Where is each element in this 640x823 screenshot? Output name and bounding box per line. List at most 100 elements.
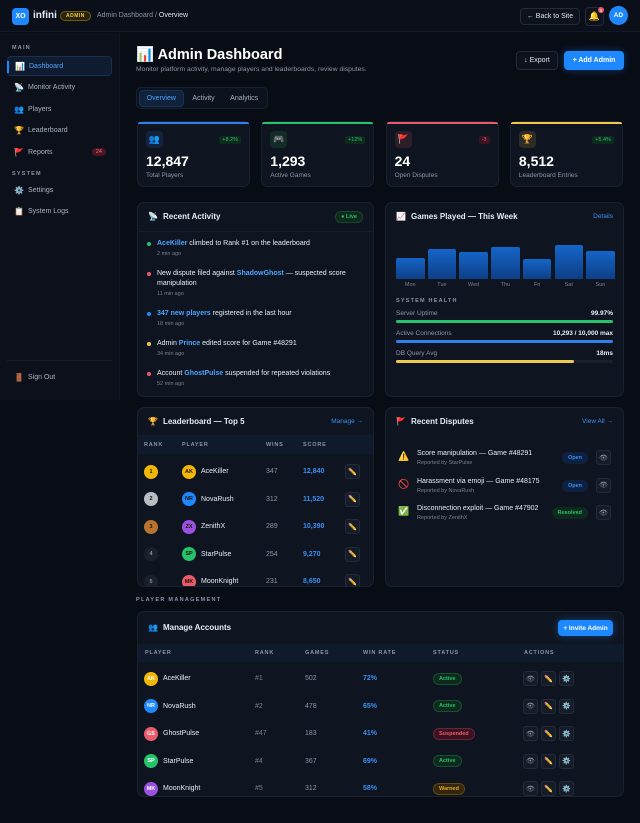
dispute-item[interactable]: ✅ Disconnection exploit — Game #47902 Re…	[386, 503, 623, 525]
settings-button[interactable]: ⚙️	[559, 781, 574, 796]
col-wins: WINS	[266, 441, 284, 448]
bar-sun[interactable]	[586, 250, 615, 279]
table-row[interactable]: SP StarPulse #4 367 69% Active 👁 ✏️ ⚙️	[138, 748, 623, 775]
avatar: AK	[182, 464, 196, 479]
edit-button[interactable]: ✏️	[541, 781, 556, 796]
eye-icon: 👁	[526, 675, 535, 683]
breadcrumb-dashboard[interactable]: Admin Dashboard	[97, 12, 154, 19]
edit-button[interactable]: ✏️	[345, 464, 360, 479]
notifications-button[interactable]: 🔔 5	[585, 7, 604, 26]
status-dot	[147, 242, 151, 246]
back-to-site-button[interactable]: ← Back to Site	[520, 8, 580, 25]
sidebar-item-monitor-activity[interactable]: 📡 Monitor Activity	[7, 78, 112, 98]
score: 8,650	[303, 578, 321, 585]
edit-button[interactable]: ✏️	[541, 698, 556, 714]
sidebar-item-leaderboard[interactable]: 🏆 Leaderboard	[7, 121, 112, 141]
table-row[interactable]: 3 ZX ZenithX 289 10,390 ✏️	[138, 513, 373, 540]
stat-accent-bar	[138, 122, 249, 124]
settings-button[interactable]: ⚙️	[559, 753, 574, 769]
activity-text: AceKiller climbed to Rank #1 on the lead…	[157, 240, 310, 247]
activity-time: 11 min ago	[157, 291, 184, 297]
activity-link[interactable]: AceKiller	[157, 240, 188, 247]
view-button[interactable]: 👁	[523, 753, 538, 769]
view-button[interactable]: 👁	[523, 698, 538, 714]
score: 9,270	[303, 550, 321, 558]
sidebar-item-reports[interactable]: 🚩 Reports 24	[7, 142, 112, 162]
pencil-icon: ✏️	[348, 523, 357, 531]
view-button[interactable]: 👁	[523, 726, 538, 741]
table-row[interactable]: 4 SP StarPulse 254 9,270 ✏️	[138, 541, 373, 568]
table-row[interactable]: NR NovaRush #2 478 65% Active 👁 ✏️ ⚙️	[138, 693, 623, 720]
invite-admin-button[interactable]: + Invite Admin	[558, 620, 613, 636]
bar-tue[interactable]	[427, 249, 457, 279]
edit-button[interactable]: ✏️	[541, 671, 556, 686]
flag-icon: 🚩	[396, 417, 406, 426]
view-button[interactable]: 👁	[596, 450, 611, 465]
dispute-item[interactable]: 🚫 Harassment via emoji — Game #48175 Rep…	[386, 476, 623, 498]
add-admin-button[interactable]: + Add Admin	[564, 51, 624, 70]
table-row[interactable]: 5 MK MoonKnight 231 8,650 ✏️	[138, 568, 373, 586]
details-link[interactable]: Details	[593, 213, 613, 220]
tab-analytics[interactable]: Analytics	[230, 94, 259, 102]
player-name: StarPulse	[201, 550, 232, 558]
stat-icon: 🎮	[270, 131, 288, 148]
activity-link[interactable]: Prince	[178, 340, 201, 347]
view-button[interactable]: 👁	[596, 505, 611, 520]
settings-button[interactable]: ⚙️	[559, 726, 574, 741]
player-name: MoonKnight	[163, 785, 201, 792]
recent-activity-panel: 📡 Recent Activity ● Live AceKiller climbe…	[137, 202, 374, 397]
edit-button[interactable]: ✏️	[541, 726, 556, 741]
bar-fri[interactable]	[522, 259, 552, 279]
score: 11,520	[303, 495, 325, 503]
tab-activity[interactable]: Activity	[192, 94, 215, 102]
bar-wed[interactable]	[459, 252, 488, 279]
satellite-icon: 📡	[148, 212, 158, 221]
games: 312	[305, 785, 317, 792]
view-all-link[interactable]: View All →	[582, 418, 613, 425]
table-row[interactable]: 2 NR NovaRush 312 11,520 ✏️	[138, 486, 373, 513]
reports-count-badge: 24	[91, 148, 106, 156]
rank-badge: 2	[144, 492, 158, 506]
bar-thu[interactable]	[491, 247, 520, 279]
recent-disputes-panel: 🚩 Recent Disputes View All → ⚠️ Score man…	[385, 407, 624, 587]
chart-icon: 📊	[136, 47, 155, 63]
user-avatar[interactable]: AD	[609, 6, 628, 25]
export-button[interactable]: ↓ Export	[516, 51, 558, 70]
table-row[interactable]: 1 AK AceKiller 347 12,840 ✏️	[138, 458, 373, 485]
activity-link[interactable]: 347 new players	[157, 310, 211, 317]
sidebar-item-settings[interactable]: ⚙️ Settings	[7, 180, 112, 200]
edit-button[interactable]: ✏️	[345, 546, 360, 562]
bar-sat[interactable]	[554, 245, 583, 279]
view-button[interactable]: 👁	[523, 781, 538, 796]
table-row[interactable]: MK MoonKnight #5 312 58% Warned 👁 ✏️ ⚙️	[138, 775, 623, 796]
win-rate: 41%	[363, 730, 378, 737]
activity-link[interactable]: GhostPulse	[184, 370, 224, 377]
view-button[interactable]: 👁	[596, 477, 611, 493]
wins: 254	[266, 550, 278, 558]
metric-fill	[396, 340, 613, 343]
nav-label: Monitor Activity	[28, 84, 76, 91]
activity-item: Account GhostPulse suspended for repeate…	[147, 369, 357, 389]
admin-badge: ADMIN	[60, 11, 91, 21]
sign-out-button[interactable]: 🚪 Sign Out	[7, 367, 112, 387]
table-row[interactable]: AK AceKiller #1 502 72% Active 👁 ✏️ ⚙️	[138, 665, 623, 692]
x-tick-label: Wed	[468, 282, 480, 288]
edit-button[interactable]: ✏️	[541, 753, 556, 769]
dispute-status-icon: ✅	[398, 506, 410, 516]
logo[interactable]: XO	[12, 8, 29, 25]
dispute-item[interactable]: ⚠️ Score manipulation — Game #48291 Repo…	[386, 448, 623, 470]
tab-overview[interactable]: Overview	[139, 89, 184, 107]
sidebar-item-players[interactable]: 👥 Players	[7, 99, 112, 119]
edit-button[interactable]: ✏️	[345, 491, 360, 507]
bar-mon[interactable]	[396, 257, 425, 279]
activity-link[interactable]: ShadowGhost	[236, 270, 284, 277]
settings-button[interactable]: ⚙️	[559, 671, 574, 686]
settings-button[interactable]: ⚙️	[559, 698, 574, 714]
sidebar-item-system-logs[interactable]: 📋 System Logs	[7, 202, 112, 222]
view-button[interactable]: 👁	[523, 671, 538, 686]
edit-button[interactable]: ✏️	[345, 519, 360, 534]
sidebar-item-dashboard[interactable]: 📊 Dashboard	[7, 56, 112, 76]
manage-link[interactable]: Manage →	[331, 418, 363, 425]
table-row[interactable]: GS GhostPulse #47 183 41% Suspended 👁 ✏️…	[138, 720, 623, 747]
edit-button[interactable]: ✏️	[345, 574, 360, 586]
